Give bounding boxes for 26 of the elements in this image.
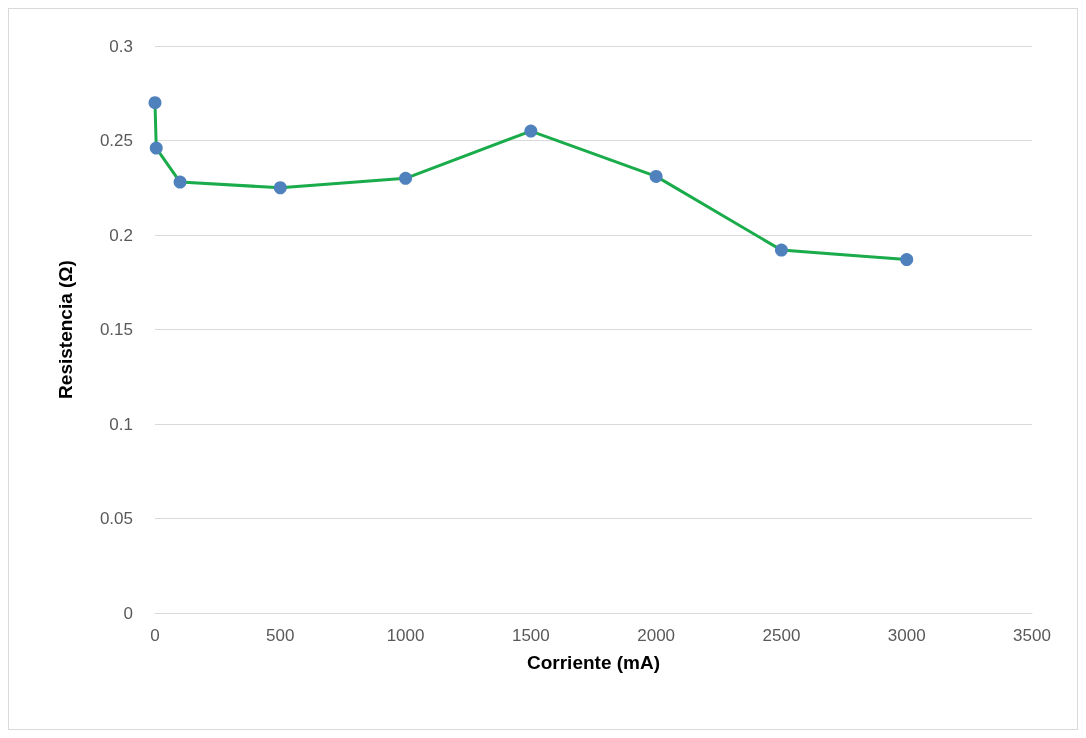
x-tick-label: 3500 [1013,626,1051,645]
y-tick-label: 0.05 [99,509,133,528]
x-tick-label: 3000 [887,626,926,645]
point [273,181,287,195]
point [774,243,788,257]
point [649,169,663,183]
x-tick-label: 500 [266,626,295,645]
x-tick-label: 0 [150,626,160,645]
point [173,175,187,189]
y-tick-label: 0.3 [109,36,133,56]
x-tick-label: 2000 [637,626,676,645]
y-tick-label: 0.2 [109,225,133,245]
point [149,141,163,155]
x-tick-label: 2500 [762,626,801,645]
y-tick-label: 0.15 [99,320,133,339]
point [399,171,413,185]
point [900,253,914,267]
y-tick-label: 0.25 [99,131,133,150]
y-tick-label: 0 [123,603,133,623]
point [148,96,162,110]
x-tick-label: 1000 [386,626,425,645]
x-axis-title: Corriente (mA) [526,652,661,673]
x-tick-label: 1500 [511,626,550,645]
point [524,124,538,138]
y-axis-title: Resistencia (Ω) [55,260,76,399]
y-tick-label: 0.1 [109,414,133,434]
